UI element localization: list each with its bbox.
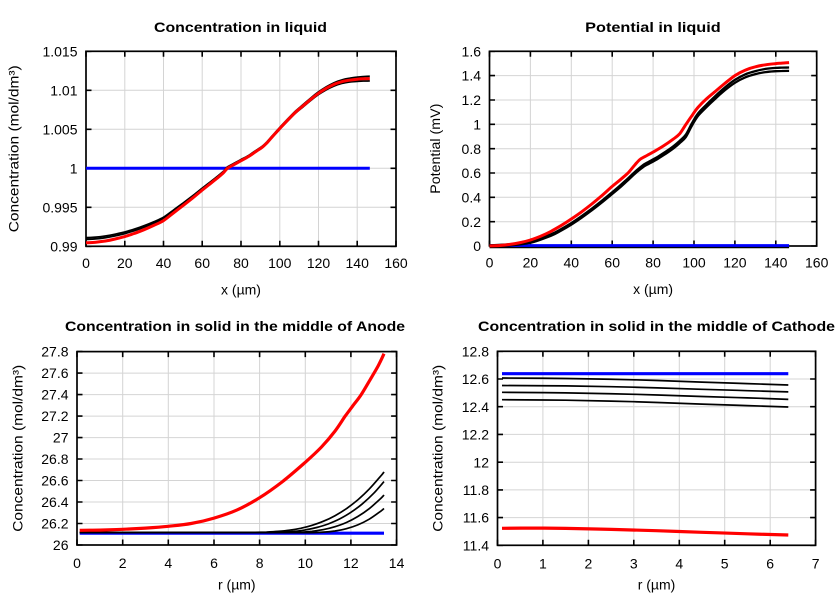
svg-text:1.015: 1.015 xyxy=(42,43,77,59)
svg-text:27.6: 27.6 xyxy=(41,365,68,381)
svg-text:0.995: 0.995 xyxy=(42,199,77,215)
svg-text:0: 0 xyxy=(473,238,481,254)
svg-text:0.8: 0.8 xyxy=(462,141,482,157)
svg-text:14: 14 xyxy=(389,555,405,571)
svg-text:Potential (mV): Potential (mV) xyxy=(427,104,443,194)
svg-text:0: 0 xyxy=(494,555,502,571)
svg-text:0.4: 0.4 xyxy=(462,189,482,205)
svg-text:140: 140 xyxy=(764,255,788,271)
svg-text:x (µm): x (µm) xyxy=(221,282,261,298)
svg-text:0.99: 0.99 xyxy=(50,238,77,254)
svg-text:4: 4 xyxy=(675,555,683,571)
svg-text:80: 80 xyxy=(233,255,249,271)
svg-text:Concentration (mol/dm³): Concentration (mol/dm³) xyxy=(430,365,446,532)
svg-text:Concentration (mol/dm³): Concentration (mol/dm³) xyxy=(10,365,26,532)
svg-text:26: 26 xyxy=(53,537,69,553)
svg-text:11.8: 11.8 xyxy=(463,482,489,498)
svg-text:5: 5 xyxy=(721,555,729,571)
svg-text:0: 0 xyxy=(82,255,90,271)
svg-text:1.6: 1.6 xyxy=(462,43,482,59)
svg-text:1: 1 xyxy=(70,160,78,176)
svg-text:80: 80 xyxy=(645,255,661,271)
svg-text:26.6: 26.6 xyxy=(41,473,68,489)
svg-text:4: 4 xyxy=(164,555,172,571)
svg-text:1: 1 xyxy=(473,116,481,132)
svg-text:1.2: 1.2 xyxy=(462,92,482,108)
svg-text:0.6: 0.6 xyxy=(462,165,482,181)
svg-text:100: 100 xyxy=(268,255,292,271)
svg-text:Concentration (mol/dm³): Concentration (mol/dm³) xyxy=(6,65,22,232)
svg-text:Concentration in liquid: Concentration in liquid xyxy=(154,19,327,35)
svg-text:Concentration in solid in the: Concentration in solid in the middle of … xyxy=(478,318,835,334)
svg-text:26.4: 26.4 xyxy=(41,494,68,510)
svg-text:12.8: 12.8 xyxy=(462,343,489,359)
svg-text:0: 0 xyxy=(73,555,81,571)
svg-text:8: 8 xyxy=(256,555,264,571)
svg-text:r (µm): r (µm) xyxy=(638,577,676,593)
svg-text:27.8: 27.8 xyxy=(41,344,68,360)
svg-text:40: 40 xyxy=(156,255,172,271)
svg-text:12.4: 12.4 xyxy=(462,399,489,415)
svg-text:11.6: 11.6 xyxy=(463,510,489,526)
svg-text:120: 120 xyxy=(723,255,747,271)
svg-text:Concentration in solid in the: Concentration in solid in the middle of … xyxy=(65,318,405,334)
svg-text:0.2: 0.2 xyxy=(462,214,482,230)
svg-text:1: 1 xyxy=(539,555,547,571)
svg-text:r (µm): r (µm) xyxy=(218,577,256,593)
svg-text:7: 7 xyxy=(812,555,820,571)
svg-text:12.2: 12.2 xyxy=(462,427,489,443)
svg-text:6: 6 xyxy=(210,555,218,571)
svg-text:11.4: 11.4 xyxy=(463,537,489,553)
svg-text:160: 160 xyxy=(805,255,829,271)
svg-text:27.2: 27.2 xyxy=(41,408,68,424)
svg-text:2: 2 xyxy=(585,555,593,571)
svg-text:1.01: 1.01 xyxy=(50,82,77,98)
svg-text:160: 160 xyxy=(384,255,408,271)
svg-text:1.4: 1.4 xyxy=(462,68,482,84)
svg-text:6: 6 xyxy=(766,555,774,571)
svg-text:12: 12 xyxy=(343,555,359,571)
svg-text:2: 2 xyxy=(119,555,127,571)
svg-text:27: 27 xyxy=(53,430,69,446)
svg-text:60: 60 xyxy=(604,255,620,271)
svg-text:1.005: 1.005 xyxy=(42,121,77,137)
svg-text:0: 0 xyxy=(486,255,494,271)
svg-text:26.8: 26.8 xyxy=(41,451,68,467)
svg-text:10: 10 xyxy=(298,555,314,571)
svg-text:3: 3 xyxy=(630,555,638,571)
svg-text:100: 100 xyxy=(682,255,706,271)
svg-text:12.6: 12.6 xyxy=(462,371,489,387)
svg-text:20: 20 xyxy=(523,255,539,271)
svg-text:40: 40 xyxy=(564,255,580,271)
svg-text:20: 20 xyxy=(117,255,133,271)
svg-text:12: 12 xyxy=(473,454,489,470)
svg-text:x (µm): x (µm) xyxy=(633,281,673,297)
svg-text:27.4: 27.4 xyxy=(41,387,68,403)
svg-text:120: 120 xyxy=(307,255,331,271)
svg-text:60: 60 xyxy=(194,255,210,271)
svg-text:Potential in liquid: Potential in liquid xyxy=(585,19,721,35)
svg-text:140: 140 xyxy=(346,255,370,271)
svg-text:26.2: 26.2 xyxy=(41,516,68,532)
